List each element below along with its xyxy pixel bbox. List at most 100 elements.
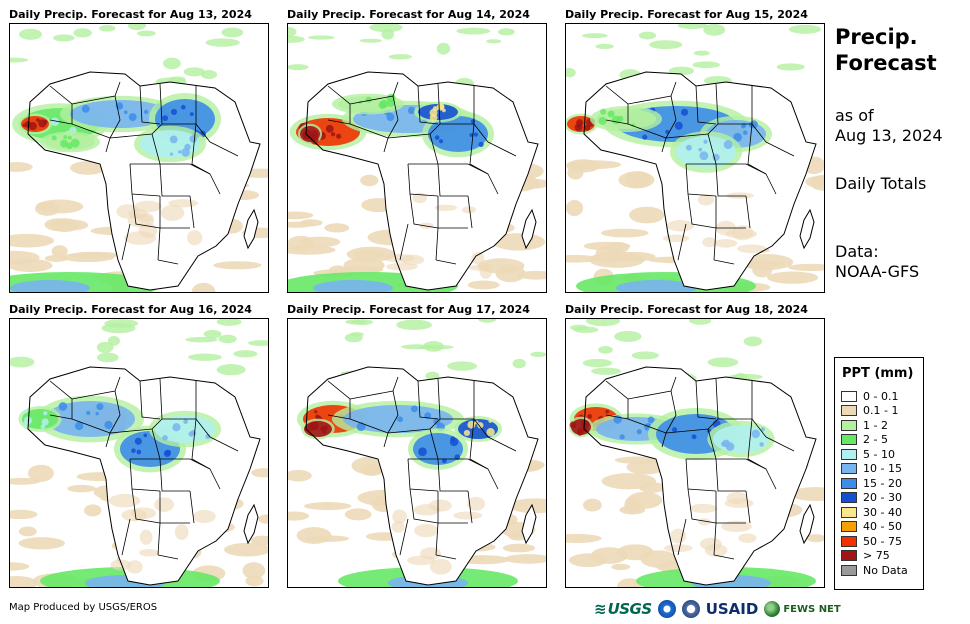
- legend-item: 1 - 2: [841, 418, 908, 433]
- country-border: [745, 163, 777, 195]
- rain-cell: [162, 435, 168, 441]
- country-border: [157, 227, 161, 261]
- rain-cell: [336, 133, 342, 139]
- light-rain-patch: [590, 547, 628, 564]
- coastline: [27, 71, 261, 291]
- light-rain-patch: [51, 245, 68, 258]
- light-rain-patch: [401, 254, 425, 266]
- coastline: [27, 366, 261, 586]
- country-border: [713, 522, 717, 556]
- light-rain-patch: [591, 367, 622, 375]
- light-rain-patch: [346, 246, 396, 262]
- madagascar-land: [244, 210, 258, 248]
- ocean-rain-band: [616, 280, 696, 292]
- light-rain-patch: [233, 350, 258, 358]
- light-rain-patch: [67, 484, 96, 493]
- country-border: [713, 259, 735, 265]
- country-border: [327, 119, 351, 125]
- country-border: [131, 193, 161, 229]
- legend-label: 20 - 30: [863, 491, 902, 505]
- rain-cell: [467, 420, 476, 429]
- panel-title: Daily Precip. Forecast for Aug 15, 2024: [565, 8, 808, 21]
- legend-label: 15 - 20: [863, 476, 902, 490]
- light-rain-patch: [324, 223, 350, 233]
- light-rain-patch: [627, 491, 663, 509]
- light-rain-patch: [250, 535, 268, 546]
- country-border: [467, 458, 499, 490]
- light-rain-patch: [392, 509, 407, 524]
- light-rain-patch: [486, 39, 502, 44]
- light-rain-patch: [738, 533, 757, 543]
- light-rain-patch: [698, 518, 711, 526]
- light-rain-patch: [73, 28, 92, 38]
- light-rain-patch: [693, 50, 710, 56]
- rain-cell: [51, 135, 57, 141]
- panel-title: Daily Precip. Forecast for Aug 18, 2024: [565, 303, 808, 316]
- madagascar-coastline: [243, 208, 259, 250]
- as-of-block: as of Aug 13, 2024: [835, 106, 943, 146]
- country-border: [49, 119, 73, 125]
- country-border: [157, 259, 179, 265]
- usaid-logo: USAID: [706, 600, 759, 618]
- light-rain-patch: [598, 345, 613, 354]
- country-border: [745, 195, 751, 229]
- light-rain-patch: [18, 537, 65, 550]
- light-rain-patch: [53, 34, 75, 42]
- light-rain-patch: [10, 356, 35, 368]
- light-rain-patch: [139, 548, 160, 557]
- light-rain-patch: [160, 204, 185, 221]
- light-rain-patch: [139, 529, 153, 545]
- rain-cell: [473, 132, 478, 137]
- rain-cell: [434, 135, 440, 140]
- country-border: [209, 436, 239, 452]
- rain-cell: [189, 112, 194, 117]
- light-rain-patch: [308, 35, 335, 40]
- light-rain-patch: [447, 361, 478, 371]
- rain-cell: [642, 134, 648, 140]
- usgs-wave-icon: ≋: [594, 600, 607, 618]
- light-rain-patch: [344, 508, 372, 521]
- light-rain-patch: [423, 341, 444, 352]
- rain-cell: [41, 418, 49, 426]
- light-rain-patch: [396, 319, 432, 331]
- light-rain-patch: [369, 24, 403, 33]
- madagascar-land: [800, 505, 814, 543]
- rain-cell: [143, 433, 148, 438]
- rain-cell: [760, 427, 765, 432]
- precip-map: [287, 318, 547, 588]
- light-rain-patch: [619, 505, 646, 515]
- light-rain-patch: [810, 174, 824, 191]
- light-rain-patch: [425, 371, 440, 381]
- light-rain-patch: [806, 534, 824, 543]
- light-rain-patch: [10, 477, 41, 485]
- rain-cell: [432, 106, 439, 112]
- light-rain-patch: [629, 206, 665, 224]
- legend-item: 0 - 0.1: [841, 389, 908, 404]
- noaa-logo: [657, 600, 676, 618]
- light-rain-patch: [186, 230, 203, 246]
- light-rain-patch: [625, 171, 651, 188]
- legend-label: 0 - 0.1: [863, 389, 899, 403]
- light-rain-patch: [121, 509, 147, 522]
- rain-cell: [330, 132, 336, 137]
- light-rain-patch: [649, 40, 683, 50]
- country-border: [467, 195, 473, 229]
- rain-cell: [577, 427, 585, 435]
- light-rain-patch: [303, 502, 352, 511]
- rain-cell: [136, 449, 142, 455]
- country-border: [387, 390, 399, 434]
- light-rain-patch: [689, 319, 712, 325]
- legend-label: 1 - 2: [863, 418, 888, 432]
- light-rain-patch: [453, 511, 483, 520]
- light-rain-patch: [10, 250, 40, 265]
- light-rain-patch: [520, 178, 546, 189]
- light-rain-patch: [126, 560, 143, 574]
- country-border: [435, 259, 457, 265]
- light-rain-patch: [296, 527, 332, 544]
- light-rain-patch: [96, 341, 114, 353]
- rain-cell: [619, 434, 625, 440]
- rain-cell: [128, 113, 137, 121]
- usgs-logo: ≋ USGS: [594, 600, 652, 618]
- country-border: [687, 193, 717, 229]
- country-border: [157, 522, 161, 556]
